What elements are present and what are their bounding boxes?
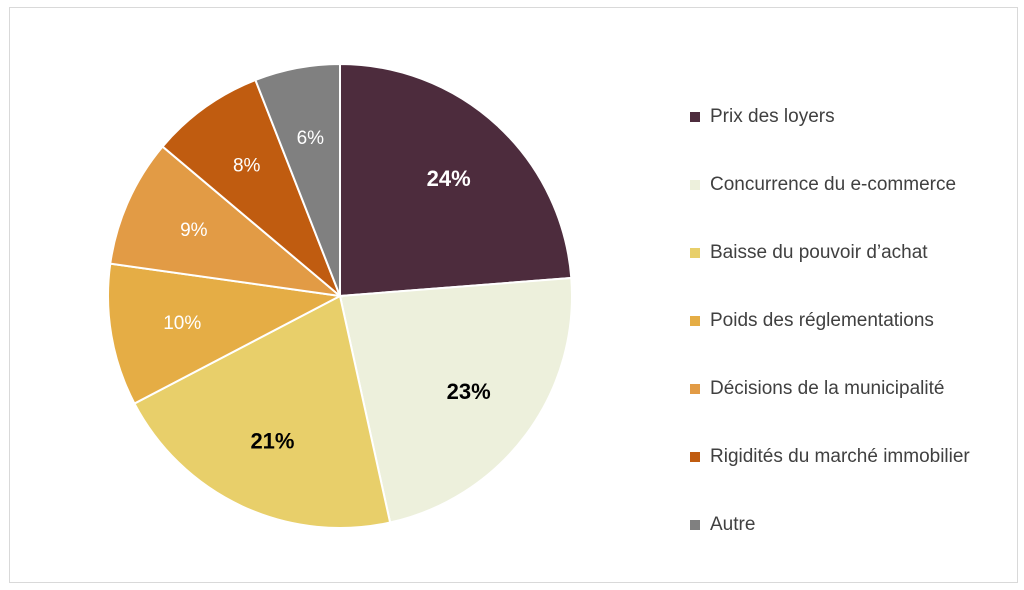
pie-slice-7 xyxy=(254,62,341,297)
legend-item-2: Concurrence du e-commerce xyxy=(690,151,970,219)
pie-slice-2 xyxy=(338,276,573,524)
data-label-3: 21% xyxy=(250,429,294,454)
legend-label-2: Concurrence du e-commerce xyxy=(710,174,957,195)
data-label-7: 6% xyxy=(297,128,325,149)
legend-swatch-3 xyxy=(690,248,700,258)
legend-item-3: Baisse du pouvoir d’achat xyxy=(690,219,970,287)
legend-swatch-7 xyxy=(690,520,700,530)
legend-swatch-2 xyxy=(690,180,700,190)
legend-item-6: Rigidités du marché immobilier xyxy=(690,423,970,491)
legend-item-7: Autre xyxy=(690,491,970,559)
legend-label-7: Autre xyxy=(710,514,756,535)
data-label-2: 23% xyxy=(447,379,491,404)
legend-item-5: Décisions de la municipalité xyxy=(690,355,970,423)
legend-item-4: Poids des réglementations xyxy=(690,287,970,355)
data-label-6: 8% xyxy=(233,155,261,176)
legend: Prix des loyers Concurrence du e-commerce… xyxy=(690,83,970,559)
legend-label-1: Prix des loyers xyxy=(710,106,835,127)
legend-label-3: Baisse du pouvoir d’achat xyxy=(710,242,928,263)
legend-swatch-4 xyxy=(690,316,700,326)
chart-frame: 24% 23% 21% 10% 9% 8% 6% Prix des loyers Concur… xyxy=(9,7,1018,583)
legend-item-1: Prix des loyers xyxy=(690,83,970,151)
data-label-4: 10% xyxy=(163,313,201,334)
pie-slice-3 xyxy=(133,294,392,529)
legend-label-6: Rigidités du marché immobilier xyxy=(710,446,970,467)
legend-swatch-6 xyxy=(690,452,700,462)
legend-swatch-5 xyxy=(690,384,700,394)
pie-slice-4 xyxy=(107,262,344,405)
legend-label-4: Poids des réglementations xyxy=(710,310,934,331)
pie-slice-6 xyxy=(161,78,341,297)
data-label-1: 24% xyxy=(427,166,471,191)
pie-slice-1 xyxy=(339,62,573,298)
legend-label-5: Décisions de la municipalité xyxy=(710,378,945,399)
legend-swatch-1 xyxy=(690,112,700,122)
pie-chart: 24% 23% 21% 10% 9% 8% 6% xyxy=(107,62,573,529)
data-label-5: 9% xyxy=(180,220,208,241)
pie-slice-5 xyxy=(109,145,344,298)
